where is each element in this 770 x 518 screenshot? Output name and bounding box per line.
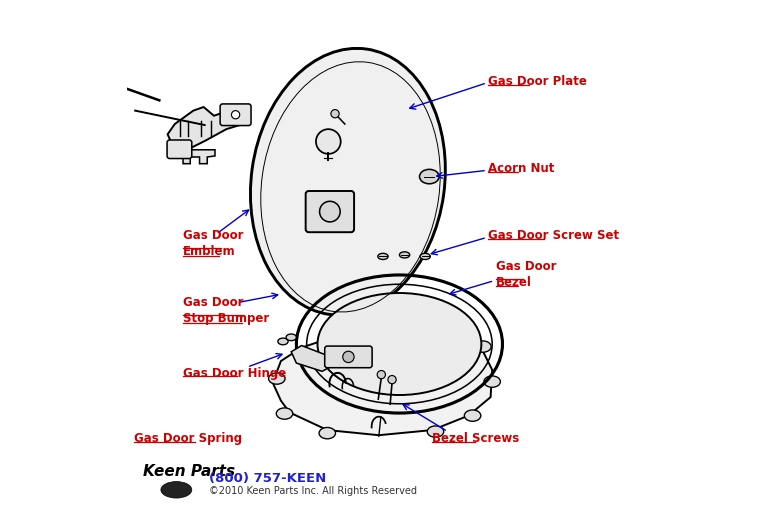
FancyBboxPatch shape	[220, 104, 251, 125]
Ellipse shape	[474, 341, 491, 352]
Text: Gas Door Spring: Gas Door Spring	[134, 432, 243, 445]
Ellipse shape	[420, 169, 439, 184]
Polygon shape	[291, 346, 333, 371]
Ellipse shape	[269, 373, 285, 384]
Ellipse shape	[427, 426, 444, 437]
Circle shape	[388, 376, 396, 384]
Ellipse shape	[420, 253, 430, 260]
Text: Gas Door: Gas Door	[183, 296, 243, 309]
Ellipse shape	[484, 376, 500, 387]
Ellipse shape	[276, 408, 293, 419]
Text: ©2010 Keen Parts Inc. All Rights Reserved: ©2010 Keen Parts Inc. All Rights Reserve…	[209, 486, 417, 496]
Ellipse shape	[161, 482, 192, 498]
Text: Gas Door Screw Set: Gas Door Screw Set	[488, 229, 619, 242]
Text: Keen Parts: Keen Parts	[143, 465, 235, 480]
Ellipse shape	[286, 334, 296, 341]
Text: Gas Door: Gas Door	[496, 260, 556, 273]
Circle shape	[320, 202, 340, 222]
Text: Gas Door Plate: Gas Door Plate	[488, 75, 587, 88]
Text: Emblem: Emblem	[183, 245, 236, 258]
Text: Gas Door Hinge: Gas Door Hinge	[183, 367, 286, 380]
Circle shape	[232, 111, 239, 119]
Text: Bezel Screws: Bezel Screws	[433, 432, 520, 445]
Circle shape	[343, 351, 354, 363]
Circle shape	[331, 110, 339, 118]
FancyBboxPatch shape	[306, 191, 354, 232]
Text: Stop Bumper: Stop Bumper	[183, 312, 270, 325]
Text: Bezel: Bezel	[496, 276, 531, 289]
Text: Gas Door: Gas Door	[183, 229, 243, 242]
FancyBboxPatch shape	[325, 346, 372, 368]
Ellipse shape	[400, 252, 410, 258]
Circle shape	[316, 129, 340, 154]
Circle shape	[377, 370, 386, 379]
Ellipse shape	[464, 410, 480, 421]
Text: (800) 757-KEEN: (800) 757-KEEN	[209, 471, 326, 484]
Polygon shape	[168, 107, 247, 151]
FancyBboxPatch shape	[167, 140, 192, 159]
Polygon shape	[273, 330, 492, 435]
Polygon shape	[174, 150, 215, 164]
Text: Acorn Nut: Acorn Nut	[488, 162, 554, 175]
Ellipse shape	[250, 48, 445, 315]
Ellipse shape	[317, 293, 481, 395]
Ellipse shape	[278, 338, 288, 345]
Ellipse shape	[319, 427, 336, 439]
Ellipse shape	[378, 253, 388, 260]
